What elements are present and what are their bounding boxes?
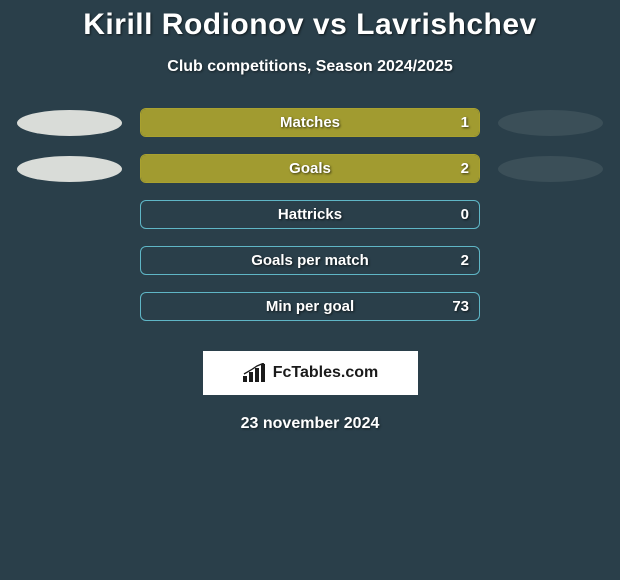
stat-bar: Hattricks0: [140, 200, 480, 229]
player-left-marker: [17, 110, 122, 136]
stat-row: Goals per match2: [0, 246, 620, 275]
logo-text: FcTables.com: [273, 364, 379, 382]
spacer: [17, 294, 122, 320]
date-line: 23 november 2024: [0, 415, 620, 433]
player-right-marker: [498, 110, 603, 136]
stat-bar: Goals2: [140, 154, 480, 183]
stat-bar: Min per goal73: [140, 292, 480, 321]
bars-icon: [242, 363, 268, 383]
stat-label: Matches: [141, 109, 479, 136]
spacer: [498, 202, 603, 228]
player-left-marker: [17, 156, 122, 182]
stat-value: 73: [452, 293, 469, 320]
spacer: [498, 294, 603, 320]
stat-label: Goals: [141, 155, 479, 182]
spacer: [498, 248, 603, 274]
stat-row: Goals2: [0, 154, 620, 183]
stat-row: Min per goal73: [0, 292, 620, 321]
logo-badge: FcTables.com: [203, 351, 418, 395]
stat-label: Min per goal: [141, 293, 479, 320]
spacer: [17, 248, 122, 274]
stat-label: Goals per match: [141, 247, 479, 274]
stat-value: 2: [461, 155, 469, 182]
player-right-marker: [498, 156, 603, 182]
stat-value: 0: [461, 201, 469, 228]
stat-value: 2: [461, 247, 469, 274]
subtitle: Club competitions, Season 2024/2025: [0, 58, 620, 76]
stats-rows: Matches1Goals2Hattricks0Goals per match2…: [0, 108, 620, 321]
comparison-panel: Kirill Rodionov vs Lavrishchev Club comp…: [0, 0, 620, 433]
stat-bar: Matches1: [140, 108, 480, 137]
stat-value: 1: [461, 109, 469, 136]
spacer: [17, 202, 122, 228]
stat-label: Hattricks: [141, 201, 479, 228]
page-title: Kirill Rodionov vs Lavrishchev: [0, 8, 620, 42]
stat-row: Hattricks0: [0, 200, 620, 229]
stat-row: Matches1: [0, 108, 620, 137]
stat-bar: Goals per match2: [140, 246, 480, 275]
